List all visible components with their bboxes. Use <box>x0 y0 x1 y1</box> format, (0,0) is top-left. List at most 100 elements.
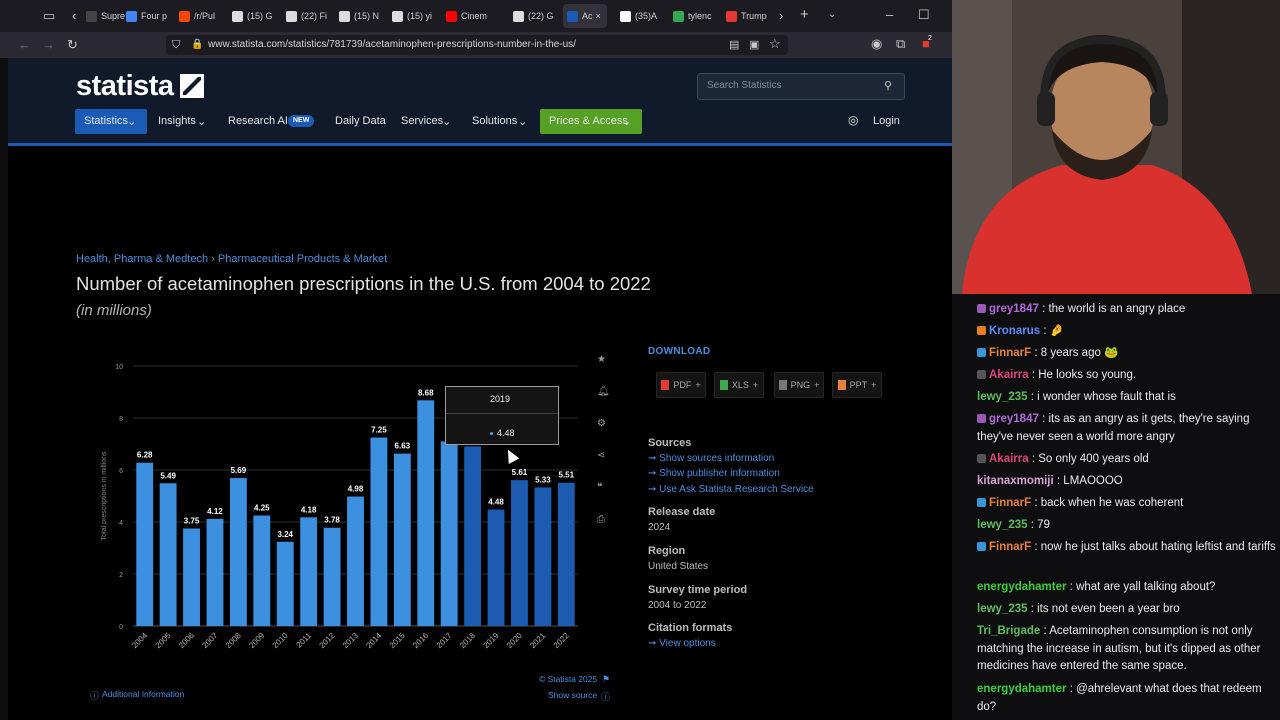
search-icon[interactable]: ⚲ <box>884 80 893 92</box>
bookmark-star-icon[interactable]: ☆ <box>769 36 781 51</box>
chat-badge-icon <box>977 370 986 379</box>
tabs-scroll-right-icon[interactable]: › <box>779 8 784 23</box>
tab-favicon-icon <box>446 10 457 22</box>
ask-statista-link[interactable]: ➞ Use Ask Statista Research Service <box>648 484 814 495</box>
lock-icon[interactable]: 🔒 <box>191 39 204 50</box>
chat-username[interactable]: grey1847 <box>989 413 1039 425</box>
y-tick-label: 2 <box>119 572 123 579</box>
star-icon[interactable]: ★ <box>597 354 606 365</box>
account-icon[interactable]: ◉ <box>871 36 883 51</box>
browser-tab[interactable]: Cinem <box>446 4 488 28</box>
prices-access-button[interactable] <box>540 109 642 134</box>
browser-tab[interactable]: (15) G <box>232 4 274 28</box>
plus-icon: + <box>814 380 820 390</box>
chat-message: Tri_Brigade : Acetaminophen consumption … <box>977 623 1277 676</box>
chat-username[interactable]: FinnarF <box>989 347 1032 359</box>
download-xls-button[interactable]: XLS + <box>714 372 764 398</box>
browser-tab[interactable]: (15) yi <box>392 4 434 28</box>
nav-research-ai[interactable]: Research AI <box>228 115 288 127</box>
chat-badge-icon <box>977 414 986 423</box>
bar-chart[interactable]: 0 2 4 6 8 10 Total prescriptions in millions 6.… <box>95 340 595 670</box>
breadcrumb-item[interactable]: Pharmaceutical Products & Market <box>217 253 388 265</box>
nav-daily-data[interactable]: Daily Data <box>335 115 386 127</box>
chat-message: grey1847 : the world is an angry place <box>977 301 1277 319</box>
statista-logo[interactable]: statista <box>76 70 174 102</box>
chat-username[interactable]: lewy_235 <box>977 391 1028 403</box>
browser-tab[interactable]: /r/Pul <box>179 4 221 28</box>
tab-list-icon[interactable]: ▭ <box>43 8 56 23</box>
browser-tab[interactable]: Supre <box>86 4 128 28</box>
show-publisher-link[interactable]: ➞ Show publisher information <box>648 468 780 479</box>
maximize-window-icon[interactable]: ☐ <box>918 7 930 22</box>
chat-text: its as an angry as it gets, they're sayi… <box>977 413 1250 443</box>
chat-username[interactable]: Tri_Brigade <box>977 625 1041 637</box>
browser-tab[interactable]: Ac × <box>563 4 607 28</box>
breadcrumb-item[interactable]: Health, Pharma & Medtech <box>76 253 209 265</box>
browser-tab[interactable]: tylenc <box>673 4 715 28</box>
chat-username[interactable]: Akairra <box>989 369 1029 381</box>
chat-username[interactable]: lewy_235 <box>977 519 1028 531</box>
view-options-link[interactable]: ➞ View options <box>648 638 716 649</box>
statista-logo-mark-icon[interactable] <box>180 74 204 98</box>
new-tab-icon[interactable]: + <box>800 6 809 23</box>
screenshot-icon[interactable]: ▣ <box>749 39 760 51</box>
bell-icon[interactable]: 🔔︎ <box>597 386 610 397</box>
share-icon[interactable]: ⋖ <box>597 450 606 461</box>
back-arrow-icon[interactable]: ← <box>18 37 31 52</box>
quote-icon[interactable]: ❝ <box>597 482 603 493</box>
reader-view-icon[interactable]: ▤ <box>729 39 740 51</box>
chat-username[interactable]: grey1847 <box>989 303 1039 315</box>
forward-arrow-icon[interactable]: → <box>42 37 55 52</box>
extensions-icon[interactable]: ⧉ <box>896 36 906 51</box>
browser-tab[interactable]: Trump <box>726 4 768 28</box>
chat-username[interactable]: FinnarF <box>989 541 1032 553</box>
close-tab-icon[interactable]: × <box>595 11 601 21</box>
show-source-link[interactable]: Show source <box>548 690 598 700</box>
additional-information-link[interactable]: Additional Information <box>102 689 185 699</box>
download-pdf-button[interactable]: PDF + <box>656 372 706 398</box>
chat-username[interactable]: energydahamter <box>977 581 1067 593</box>
print-icon[interactable]: ⎙ <box>597 514 605 525</box>
shield-icon[interactable]: ⛉ <box>172 39 181 51</box>
nav-insights[interactable]: Insights <box>158 115 196 127</box>
nav-statistics-button[interactable] <box>75 109 147 134</box>
show-sources-link[interactable]: ➞ Show sources information <box>648 453 774 464</box>
extension-red-icon[interactable]: ■ <box>922 36 930 51</box>
flag-icon[interactable]: ⚑ <box>602 674 611 684</box>
bar <box>159 483 177 626</box>
browser-tab[interactable]: (35)A <box>620 4 662 28</box>
tab-favicon-icon <box>286 10 297 22</box>
extension-badge-count: 2 <box>928 35 932 42</box>
globe-icon[interactable]: ◎ <box>848 113 859 127</box>
chat-username[interactable]: energydahamter <box>977 683 1067 695</box>
browser-tab[interactable]: Four p <box>126 4 168 28</box>
statista-header <box>8 58 952 146</box>
chat-username[interactable]: Akairra <box>989 453 1029 465</box>
url-text[interactable]: www.statista.com/statistics/781739/aceta… <box>208 39 576 50</box>
chat-username[interactable]: Kronarus <box>989 325 1041 337</box>
address-bar[interactable] <box>166 35 788 55</box>
minimize-window-icon[interactable]: – <box>886 7 894 22</box>
chat-username[interactable]: lewy_235 <box>977 603 1028 615</box>
login-link[interactable]: Login <box>873 115 900 127</box>
tab-overflow-chevron-icon[interactable]: ⌄ <box>828 9 837 20</box>
chat-username[interactable]: kitanaxmomiji <box>977 475 1054 487</box>
browser-tab[interactable]: (15) N <box>339 4 381 28</box>
download-png-button[interactable]: PNG + <box>774 372 824 398</box>
browser-tab[interactable]: (22) G <box>513 4 555 28</box>
chat-text: its not even been a year bro <box>1037 603 1180 615</box>
chat-message: FinnarF : 8 years ago 🐸 <box>977 345 1277 363</box>
gear-icon[interactable]: ⚙ <box>597 418 606 429</box>
chat-message: Kronarus : 🤌 <box>977 323 1277 341</box>
chat-text: Acetaminophen consumption is not only ma… <box>977 625 1261 672</box>
nav-services[interactable]: Services <box>401 115 444 127</box>
browser-tab[interactable]: (22) Fi <box>286 4 328 28</box>
tabs-scroll-left-icon[interactable]: ‹ <box>72 8 77 23</box>
x-tick-label: 2016 <box>411 631 430 650</box>
release-date-value: 2024 <box>648 522 671 533</box>
nav-solutions[interactable]: Solutions <box>472 115 518 127</box>
search-input[interactable] <box>697 73 905 100</box>
chat-username[interactable]: FinnarF <box>989 497 1032 509</box>
download-ppt-button[interactable]: PPT + <box>832 372 882 398</box>
reload-icon[interactable]: ↻ <box>67 37 78 52</box>
